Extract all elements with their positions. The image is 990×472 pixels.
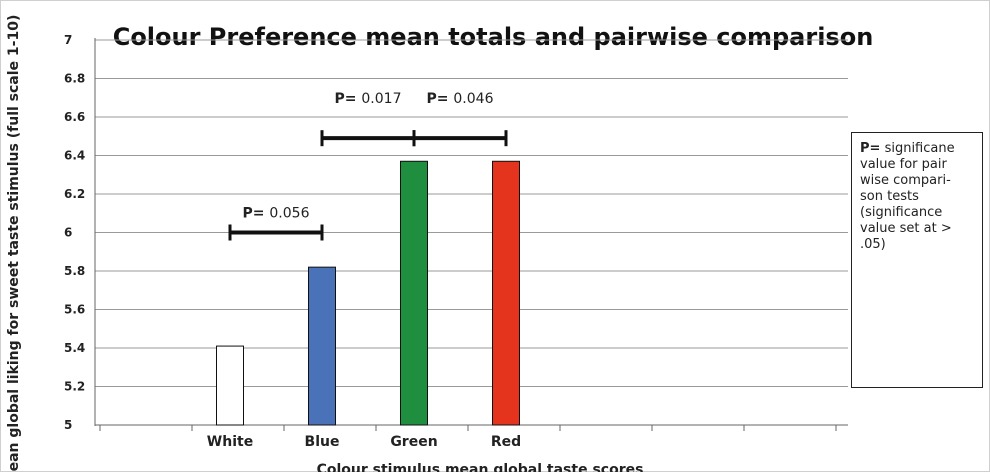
legend-line: value set at > [860, 221, 952, 236]
legend-line: wise compari- [860, 173, 951, 188]
y-tick-label: 6.4 [64, 149, 85, 163]
legend-line: significane [884, 141, 955, 156]
y-tick-label: 5.4 [64, 341, 85, 355]
x-tick-label: Red [491, 434, 521, 450]
p-value-label: P= 0.017 [335, 91, 402, 107]
y-tick-label: 7 [64, 33, 72, 47]
y-tick-label: 6 [64, 226, 72, 240]
y-tick-label: 5 [64, 418, 72, 432]
y-tick-label: 6.2 [64, 187, 85, 201]
legend-p-label: P= [860, 141, 881, 156]
x-tick-label: Blue [305, 434, 340, 450]
bar-green [400, 160, 428, 426]
chart-title: Colour Preference mean totals and pairwi… [113, 23, 874, 51]
legend-line: son tests [860, 189, 919, 204]
legend: P= significane value for pair wise compari… [851, 132, 983, 388]
y-tick-label: 5.8 [64, 264, 85, 278]
x-tick-label: Green [390, 434, 437, 450]
y-tick-label: 6.6 [64, 110, 85, 124]
legend-line: value for pair [860, 157, 947, 172]
y-axis-ticks: 5 5.2 5.4 5.6 5.8 6 6.2 6.4 6.6 6.8 7 [64, 33, 85, 432]
bars [216, 160, 520, 426]
y-tick-label: 5.6 [64, 303, 85, 317]
bar-red [492, 160, 520, 426]
x-axis-label: Colour stimulus mean global taste scores [317, 462, 644, 472]
x-tick-label: White [207, 434, 253, 450]
significance-brackets: P= 0.056 P= 0.017 P= 0.046 [228, 91, 508, 241]
bar-white [216, 345, 244, 426]
y-tick-label: 5.2 [64, 380, 85, 394]
bar-blue [308, 266, 336, 426]
y-axis-label: Mean global liking for sweet taste stimu… [6, 15, 22, 472]
p-value-label: P= 0.056 [243, 206, 310, 222]
x-axis-ticks: White Blue Green Red [207, 434, 521, 450]
legend-line: .05) [860, 237, 886, 252]
legend-line: (significance [860, 205, 943, 220]
p-value-label: P= 0.046 [427, 91, 494, 107]
y-tick-label: 6.8 [64, 72, 85, 86]
